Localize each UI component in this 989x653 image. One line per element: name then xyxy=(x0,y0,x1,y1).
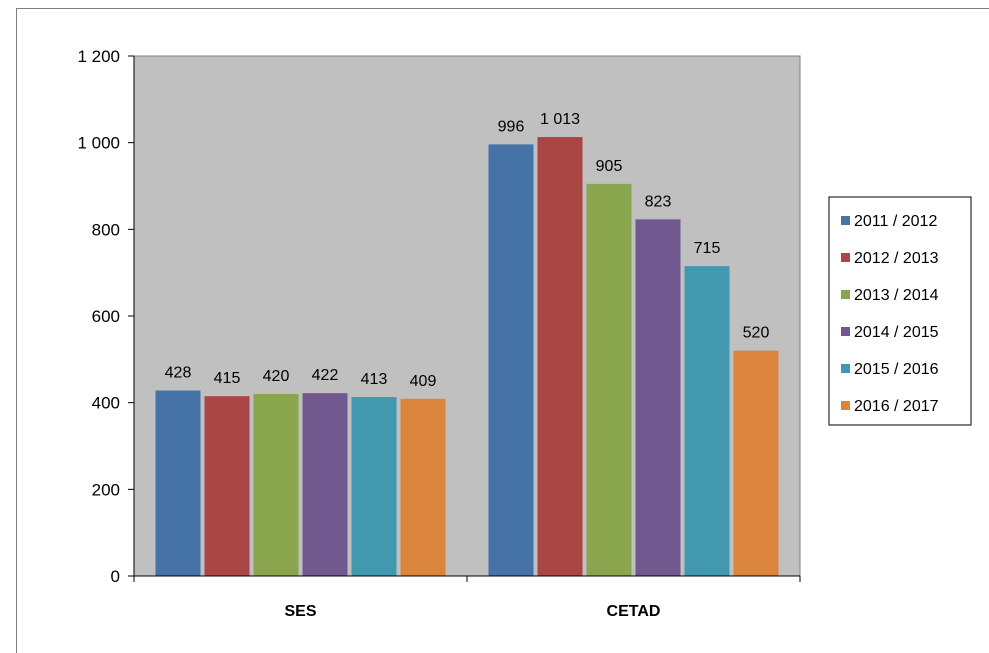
legend-swatch xyxy=(841,253,850,262)
y-tick-label: 200 xyxy=(92,480,120,499)
y-tick-label: 0 xyxy=(111,567,120,586)
y-tick-label: 1 000 xyxy=(77,134,120,153)
y-tick-label: 800 xyxy=(92,220,120,239)
y-tick-label: 1 200 xyxy=(77,47,120,66)
bar-cetad-4 xyxy=(684,266,730,576)
category-label: SES xyxy=(284,603,316,620)
bar-ses-0 xyxy=(155,390,201,576)
legend-swatch xyxy=(841,364,850,373)
legend-swatch xyxy=(841,401,850,410)
bar-cetad-0 xyxy=(488,144,534,576)
bar-ses-3 xyxy=(302,393,348,576)
y-tick-label: 400 xyxy=(92,394,120,413)
chart-frame xyxy=(16,8,989,653)
legend-swatch xyxy=(841,290,850,299)
y-tick-label: 600 xyxy=(92,307,120,326)
category-label: CETAD xyxy=(607,603,661,620)
bar-cetad-5 xyxy=(733,350,779,576)
axes-group: SES CETAD 0 200 400 600 800 1 000 1 200 xyxy=(77,47,801,620)
legend: 2011 / 2012 2012 / 2013 2013 / 2014 2014 / … xyxy=(828,196,972,426)
legend-label: 2013 / 2014 xyxy=(854,287,939,304)
value-label: 1 013 xyxy=(540,111,580,128)
value-label: 413 xyxy=(361,371,388,388)
bar-ses-5 xyxy=(400,398,446,576)
legend-swatch xyxy=(841,216,850,225)
value-label: 415 xyxy=(214,370,241,387)
value-label: 420 xyxy=(263,368,290,385)
value-label: 905 xyxy=(596,158,623,175)
bar-ses-1 xyxy=(204,396,250,576)
legend-swatch xyxy=(841,327,850,336)
legend-label: 2012 / 2013 xyxy=(854,250,939,267)
bar-cetad-2 xyxy=(586,183,632,577)
bar-cetad-1 xyxy=(537,137,583,577)
value-label: 422 xyxy=(312,367,339,384)
value-label: 428 xyxy=(165,365,192,382)
legend-box xyxy=(828,196,972,426)
value-label: 823 xyxy=(645,193,672,210)
value-label: 520 xyxy=(743,325,770,342)
legend-label: 2014 / 2015 xyxy=(854,324,939,341)
legend-label: 2015 / 2016 xyxy=(854,361,939,378)
legend-label: 2016 / 2017 xyxy=(854,398,939,415)
bar-cetad-3 xyxy=(635,219,681,576)
value-label: 715 xyxy=(694,240,721,257)
value-label: 996 xyxy=(498,118,525,135)
bar-ses-4 xyxy=(351,397,397,576)
bars-group: 428 415 420 422 413 409 996 1 013 905 823 715 520 xyxy=(155,111,779,577)
value-label: 409 xyxy=(410,373,437,390)
legend-label: 2011 / 2012 xyxy=(854,213,937,230)
bar-ses-2 xyxy=(253,394,299,576)
